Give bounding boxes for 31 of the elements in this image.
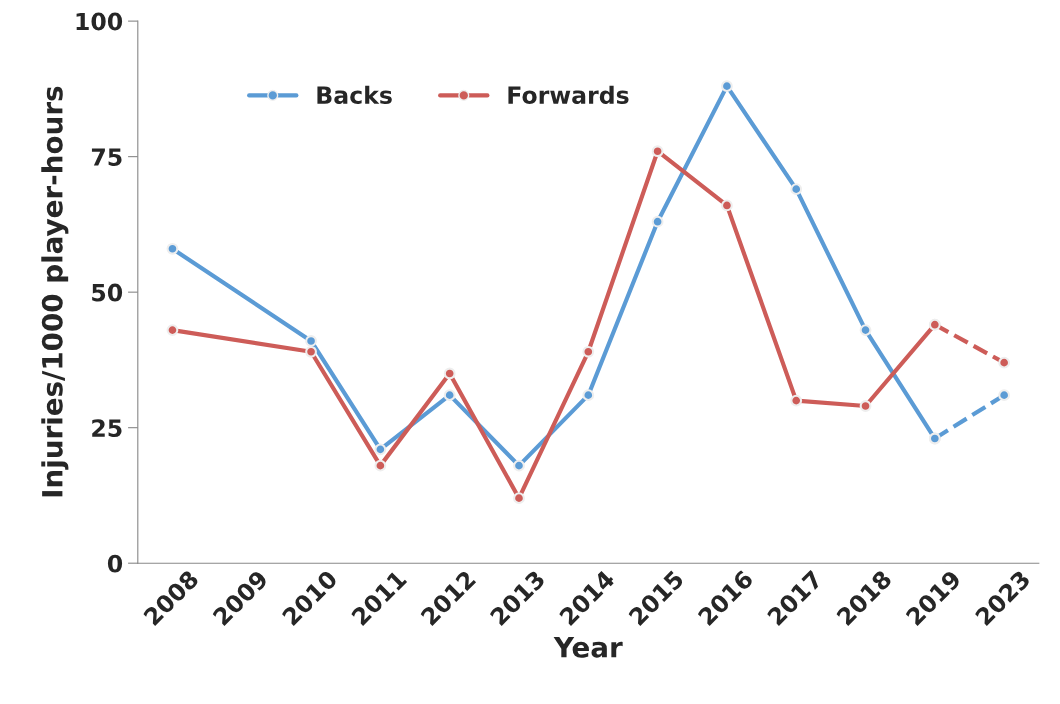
- point: [374, 443, 387, 456]
- point: [651, 145, 664, 158]
- y-axis-title: Injuries/1000 player-hours: [41, 86, 69, 497]
- point: [859, 400, 872, 412]
- y-tick-label: 100: [76, 12, 123, 31]
- point: [305, 345, 317, 358]
- y-tick-label: 0: [107, 554, 123, 573]
- point: [443, 389, 456, 402]
- legend-label: Backs: [317, 85, 392, 105]
- y-tick-label: 25: [92, 419, 122, 437]
- point: [443, 367, 456, 380]
- y-tick-label: 75: [91, 148, 122, 166]
- point: [374, 459, 387, 472]
- point: [651, 215, 664, 228]
- y-tick-label: 50: [92, 283, 123, 302]
- point: [998, 356, 1011, 369]
- x-axis-title: Year: [553, 637, 623, 658]
- point: [790, 183, 803, 196]
- point: [513, 459, 525, 472]
- point: [305, 335, 317, 347]
- point: [582, 345, 595, 358]
- point: [721, 80, 733, 93]
- point: [859, 324, 872, 337]
- point: [721, 199, 733, 212]
- point: [582, 389, 595, 402]
- point: [513, 492, 525, 505]
- point: [998, 389, 1011, 402]
- legend-label: Forwards: [508, 85, 629, 105]
- point: [166, 324, 179, 337]
- point: [166, 242, 179, 255]
- point: [790, 394, 803, 407]
